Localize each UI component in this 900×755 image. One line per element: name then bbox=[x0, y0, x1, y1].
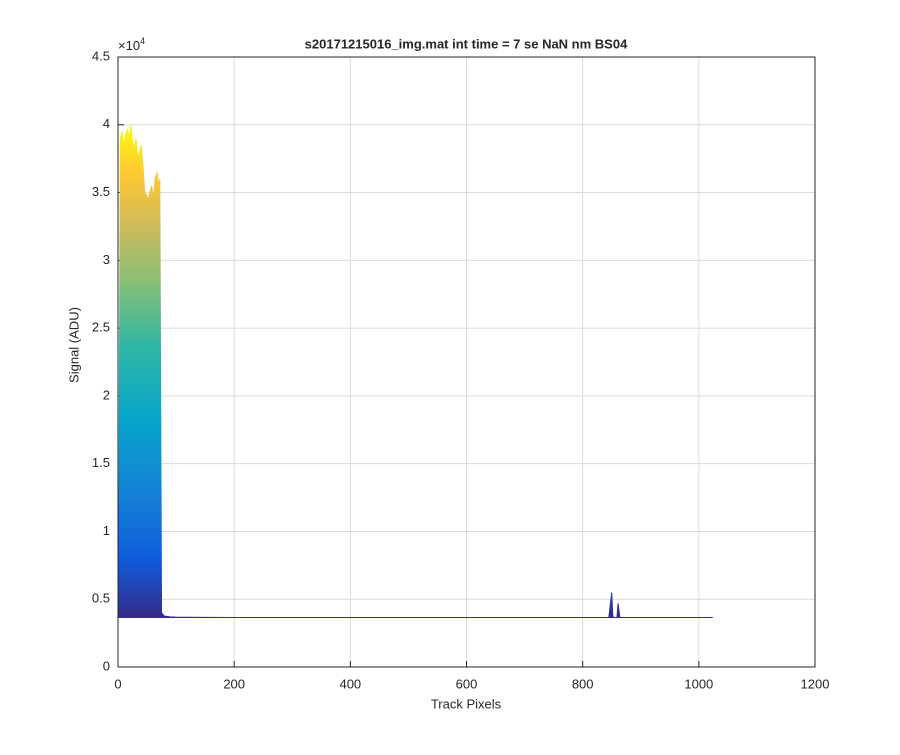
x-tick-label: 0 bbox=[114, 676, 121, 691]
y-tick-label: 2 bbox=[103, 387, 110, 402]
y-multiplier-base: ×10 bbox=[118, 38, 140, 53]
y-tick-label: 0.5 bbox=[92, 591, 110, 606]
y-tick-label: 0 bbox=[103, 658, 110, 673]
y-axis-label: Signal (ADU) bbox=[66, 307, 81, 383]
x-tick-label: 1200 bbox=[801, 676, 830, 691]
y-tick-label: 1.5 bbox=[92, 455, 110, 470]
x-tick-label: 200 bbox=[223, 676, 245, 691]
x-tick-label: 400 bbox=[339, 676, 361, 691]
chart-title: s20171215016_img.mat int time = 7 se NaN… bbox=[305, 36, 628, 51]
y-multiplier-exponent: 4 bbox=[140, 36, 145, 46]
y-tick-label: 3.5 bbox=[92, 184, 110, 199]
y-multiplier: ×104 bbox=[118, 36, 145, 53]
area bbox=[118, 124, 713, 619]
x-tick-label: 800 bbox=[572, 676, 594, 691]
plot-frame bbox=[117, 56, 816, 668]
y-tick-label: 3 bbox=[103, 252, 110, 267]
x-tick-label: 1000 bbox=[684, 676, 713, 691]
y-tick-label: 1 bbox=[103, 523, 110, 538]
y-tick-label: 4.5 bbox=[92, 48, 110, 63]
x-tick-label: 600 bbox=[456, 676, 478, 691]
x-axis-label: Track Pixels bbox=[431, 696, 502, 711]
y-tick-label: 4 bbox=[103, 116, 110, 131]
y-tick-label: 2.5 bbox=[92, 320, 110, 335]
